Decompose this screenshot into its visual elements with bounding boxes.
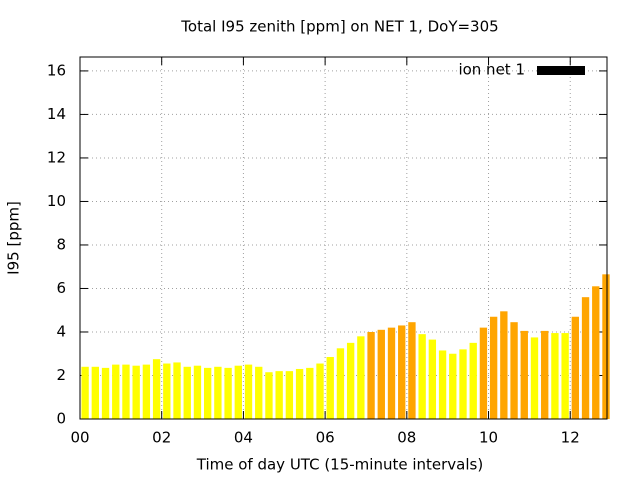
bar	[142, 364, 151, 419]
legend-swatch	[537, 66, 585, 75]
bar	[418, 334, 426, 419]
bar	[112, 364, 120, 419]
bar	[510, 322, 518, 419]
y-tick-label: 2	[56, 366, 66, 384]
y-tick-label: 12	[47, 148, 66, 166]
bar	[214, 366, 222, 419]
bar	[428, 339, 437, 419]
bar	[91, 366, 99, 419]
bar	[500, 311, 508, 419]
bar	[295, 368, 304, 419]
bar	[398, 325, 406, 419]
bar	[479, 327, 488, 419]
bar	[203, 367, 212, 419]
bar	[193, 365, 202, 419]
x-axis-label: Time of day UTC (15-minute intervals)	[196, 456, 483, 474]
bar	[571, 316, 580, 419]
y-tick-label: 16	[47, 61, 66, 79]
bar	[408, 322, 416, 419]
bar	[152, 359, 161, 419]
x-tick-label: 02	[152, 429, 171, 447]
bar	[132, 365, 140, 419]
bar	[234, 365, 242, 419]
bar	[459, 349, 467, 419]
bar	[438, 350, 447, 419]
bar	[101, 367, 110, 419]
bar	[306, 367, 314, 419]
bar	[541, 330, 549, 419]
bar	[275, 371, 283, 419]
bar	[224, 367, 232, 419]
y-tick-label: 8	[56, 235, 66, 253]
bar	[551, 333, 559, 419]
x-tick-label: 06	[316, 429, 335, 447]
bar	[367, 331, 375, 419]
x-tick-label: 00	[70, 429, 89, 447]
bar	[469, 342, 477, 419]
bar	[265, 372, 273, 419]
bar	[581, 297, 590, 419]
bar	[602, 274, 610, 419]
x-tick-label: 08	[397, 429, 416, 447]
bar	[377, 329, 385, 419]
bar	[489, 316, 498, 419]
y-tick-label: 4	[56, 322, 66, 340]
bar	[449, 353, 457, 419]
x-tick-label: 12	[561, 429, 580, 447]
y-tick-label: 14	[47, 105, 66, 123]
bar	[316, 363, 324, 419]
bar	[173, 362, 181, 419]
bar	[163, 363, 171, 419]
y-tick-label: 10	[47, 192, 66, 210]
bar	[336, 348, 345, 419]
legend-label: ion net 1	[458, 61, 525, 79]
bar	[561, 333, 569, 419]
plot-frame	[79, 56, 608, 420]
y-tick-label: 0	[56, 410, 66, 428]
bar	[255, 366, 263, 419]
y-tick-label: 6	[56, 279, 66, 297]
y-axis-label: I95 [ppm]	[5, 201, 23, 275]
bar	[122, 364, 130, 419]
bar	[357, 336, 365, 419]
bar	[81, 366, 89, 419]
bar	[244, 364, 253, 419]
x-tick-label: 10	[479, 429, 498, 447]
bar	[326, 356, 334, 419]
bar	[285, 371, 294, 419]
bar	[592, 286, 600, 419]
bar	[530, 337, 539, 419]
bar	[346, 342, 355, 419]
chart-title: Total I95 zenith [ppm] on NET 1, DoY=305	[180, 18, 498, 36]
x-tick-label: 04	[234, 429, 253, 447]
bar	[520, 330, 528, 419]
bar	[183, 366, 191, 419]
bar	[387, 327, 396, 419]
